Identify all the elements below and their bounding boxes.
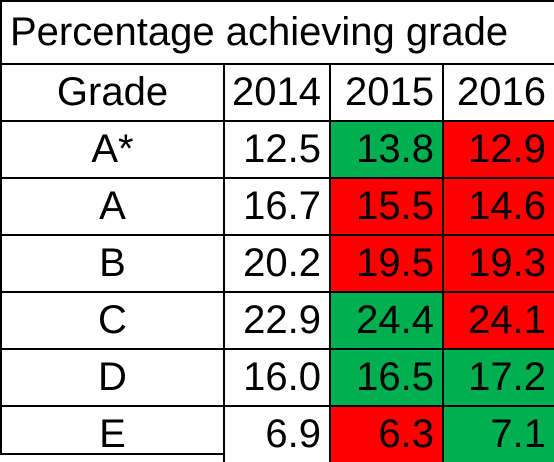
table-row: E 6.9 6.3 7.1 [2, 405, 554, 462]
value-cell: 16.5 [329, 348, 444, 407]
value-cell: 24.4 [329, 291, 444, 350]
value-cell: 19.3 [442, 234, 554, 293]
header-year-2015: 2015 [329, 65, 444, 122]
table-row: D 16.0 16.5 17.2 [2, 348, 554, 407]
value-cell: 13.8 [329, 120, 444, 179]
value-cell: 22.9 [223, 291, 331, 350]
grade-cell: E [2, 405, 225, 462]
header-year-2016: 2016 [442, 65, 554, 122]
value-cell: 19.5 [329, 234, 444, 293]
table-row: C 22.9 24.4 24.1 [2, 291, 554, 350]
header-year-2014: 2014 [223, 65, 331, 122]
grade-cell: D [2, 348, 225, 407]
value-cell: 6.3 [329, 405, 444, 462]
value-cell: 16.0 [223, 348, 331, 407]
table-row: A* 12.5 13.8 12.9 [2, 120, 554, 179]
header-grade: Grade [2, 65, 225, 122]
value-cell: 24.1 [442, 291, 554, 350]
value-cell: 12.9 [442, 120, 554, 179]
grade-cell: B [2, 234, 225, 293]
grade-cell: A* [2, 120, 225, 179]
grade-table: Grade 2014 2015 2016 A* 12.5 13.8 12.9 A 16.7… [2, 65, 554, 462]
grade-cell: A [2, 177, 225, 236]
value-cell: 6.9 [223, 405, 331, 462]
table-row: B 20.2 19.5 19.3 [2, 234, 554, 293]
table-title: Percentage achieving grade [2, 2, 554, 65]
value-cell: 15.5 [329, 177, 444, 236]
value-cell: 14.6 [442, 177, 554, 236]
grade-cell: C [2, 291, 225, 350]
header-row: Grade 2014 2015 2016 [2, 65, 554, 122]
value-cell: 12.5 [223, 120, 331, 179]
value-cell: 7.1 [442, 405, 554, 462]
value-cell: 20.2 [223, 234, 331, 293]
value-cell: 17.2 [442, 348, 554, 407]
table-row: A 16.7 15.5 14.6 [2, 177, 554, 236]
value-cell: 16.7 [223, 177, 331, 236]
